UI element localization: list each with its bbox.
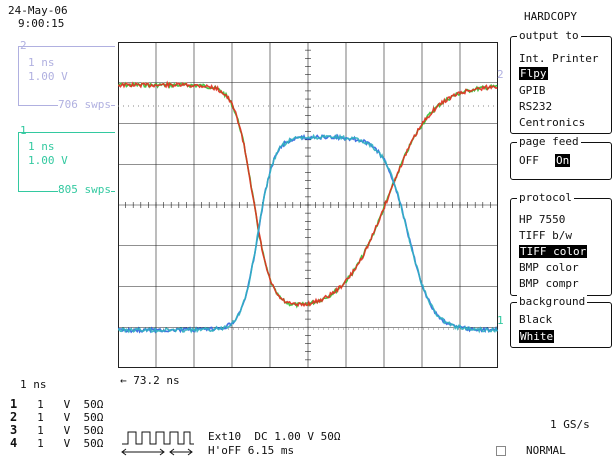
output-to-title: output to — [517, 29, 581, 42]
output-item-flpy[interactable]: Flpy — [519, 67, 548, 80]
protocol-item-hp7550[interactable]: HP 7550 — [519, 213, 566, 226]
channel1-timebase: 1 ns — [28, 140, 55, 153]
channel2-marker: 2 — [497, 68, 504, 81]
page-feed-title: page feed — [517, 135, 581, 148]
channel1-marker: 1 — [497, 314, 504, 327]
trigger-mode: NORMAL — [526, 444, 566, 457]
menu-title: HARDCOPY — [524, 10, 577, 23]
page-feed-on[interactable]: On — [555, 154, 571, 167]
channel2-info: 2 1 ns 1.00 V 706 swps — [18, 39, 115, 111]
channel1-sweeps: 805 swps — [58, 183, 111, 196]
protocol-item-tiff-bw[interactable]: TIFF b/w — [519, 229, 572, 242]
protocol-box[interactable]: protocol HP 7550 TIFF b/w TIFF color BMP… — [510, 191, 612, 296]
channel1-info: 1 1 ns 1.00 V 805 swps — [18, 124, 115, 196]
channel-row-3: 3 1 V 50Ω — [10, 423, 104, 438]
holdoff-setting: H'oFF 6.15 ms — [208, 444, 295, 457]
output-item-int-printer[interactable]: Int. Printer — [519, 52, 599, 65]
trigger-delay: ← 73.2 ns — [120, 374, 180, 387]
bottom-timebase: 1 ns — [20, 378, 47, 391]
output-item-centronics[interactable]: Centronics — [519, 116, 586, 129]
trigger-setting: Ext10 DC 1.00 V 50Ω — [208, 430, 341, 443]
background-title: background — [517, 295, 588, 308]
channel2-number: 2 — [20, 39, 27, 52]
page-feed-box[interactable]: page feed OFF On — [510, 135, 612, 180]
background-item-white[interactable]: White — [519, 330, 555, 343]
output-to-box[interactable]: output to Int. Printer Flpy GPIB RS232 C… — [510, 29, 612, 134]
page-feed-off[interactable]: OFF — [519, 154, 539, 167]
channel-row-2: 2 1 V 50Ω — [10, 410, 104, 425]
scope-screen — [118, 42, 498, 368]
channel2-sweeps: 706 swps — [58, 98, 111, 111]
protocol-title: protocol — [517, 191, 574, 204]
background-item-white-label: White — [519, 330, 555, 343]
channel-list: 1 1 V 50Ω 2 1 V 50Ω 3 1 V 50Ω 4 1 V 50Ω — [10, 398, 120, 458]
output-item-rs232[interactable]: RS232 — [519, 100, 553, 113]
date-label: 24-May-06 — [8, 4, 68, 17]
channel2-volts: 1.00 V — [28, 70, 68, 83]
channel2-timebase: 1 ns — [28, 56, 55, 69]
trigger-pulse-icon — [121, 431, 194, 456]
square-icon — [496, 446, 506, 456]
output-item-gpib[interactable]: GPIB — [519, 84, 546, 97]
output-item-flpy-label: Flpy — [519, 67, 548, 80]
scope-traces — [118, 80, 498, 334]
page-feed-on-label: On — [555, 154, 571, 167]
protocol-item-tiff-color-label: TIFF color — [519, 245, 588, 258]
protocol-item-bmp-color[interactable]: BMP color — [519, 261, 579, 274]
protocol-item-bmp-compr[interactable]: BMP compr — [519, 277, 579, 290]
channel1-volts: 1.00 V — [28, 154, 68, 167]
background-item-black[interactable]: Black — [519, 313, 553, 326]
channel-row-4: 4 1 V 50Ω — [10, 436, 104, 451]
background-box[interactable]: background Black White — [510, 295, 612, 348]
sample-rate: 1 GS/s — [550, 418, 590, 431]
scope-grid — [118, 42, 498, 368]
channel-row-1: 1 1 V 50Ω — [10, 397, 104, 412]
time-label: 9:00:15 — [18, 17, 65, 30]
channel1-number: 1 — [20, 124, 27, 137]
protocol-item-tiff-color[interactable]: TIFF color — [519, 245, 588, 258]
